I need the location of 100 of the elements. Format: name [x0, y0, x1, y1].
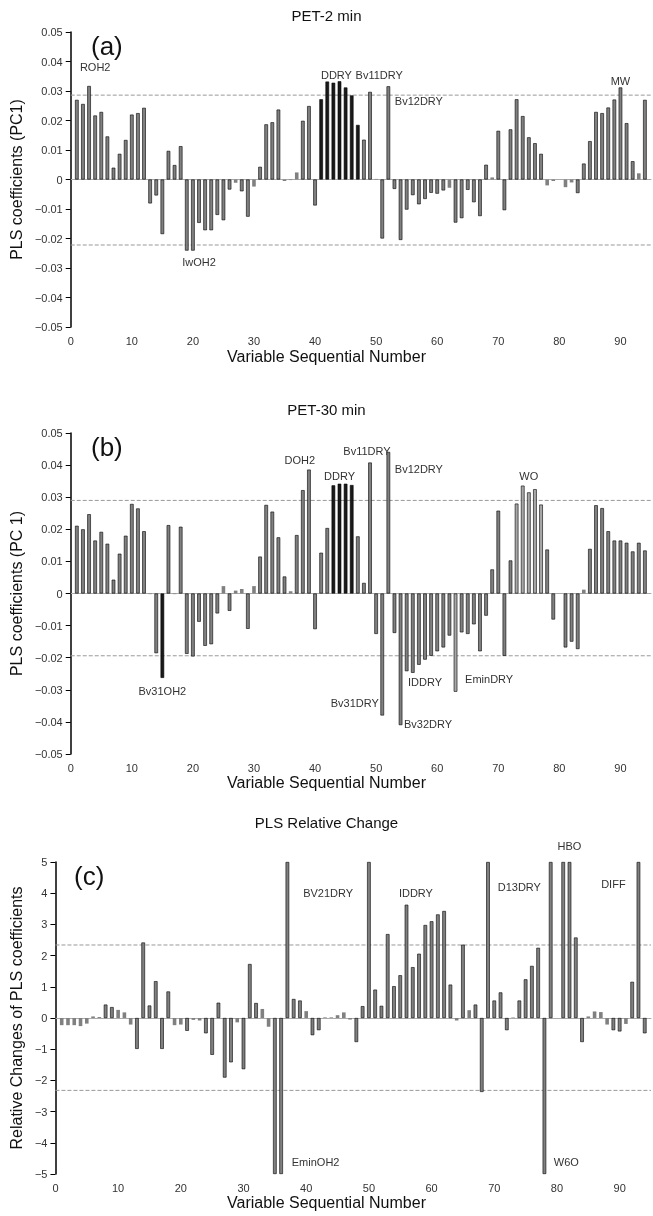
bar — [429, 593, 433, 656]
bar — [291, 998, 296, 1018]
bar — [93, 115, 97, 180]
bar — [215, 179, 220, 215]
annotation: WO — [519, 469, 539, 482]
bar — [166, 991, 171, 1018]
bar — [630, 551, 635, 594]
bar — [122, 1012, 127, 1018]
bar — [636, 173, 641, 180]
bar — [233, 590, 238, 594]
annotation: Bv12DRY — [394, 462, 444, 475]
x-tick-label: 10 — [125, 334, 138, 347]
bar — [254, 1003, 258, 1018]
bar — [227, 593, 232, 611]
bar — [239, 179, 244, 192]
annotation: IDDRY — [398, 887, 434, 900]
annotation: DDRY — [320, 68, 353, 81]
bar — [135, 1018, 139, 1049]
x-tick-label: 90 — [614, 334, 627, 347]
bar — [349, 485, 354, 594]
bar — [99, 531, 104, 594]
bar — [142, 531, 146, 594]
x-tick-label: 70 — [492, 334, 505, 347]
bar — [123, 139, 128, 180]
annotation: (c) — [74, 861, 105, 891]
bar — [216, 1002, 221, 1018]
bar — [316, 1018, 321, 1031]
bar — [148, 179, 152, 204]
x-tick-label: 90 — [614, 761, 627, 774]
bar — [367, 862, 371, 1018]
bar — [379, 1005, 384, 1018]
x-tick-label: 50 — [370, 761, 383, 774]
bar — [630, 981, 634, 1018]
annotation: (b) — [91, 432, 123, 462]
y-tick-label: 2 — [41, 949, 48, 962]
bar — [600, 508, 604, 594]
chart-title: PET-30 min — [287, 401, 366, 418]
y-tick-label: −0.04 — [34, 291, 63, 304]
bar — [484, 164, 488, 180]
bar — [191, 593, 195, 657]
bar — [410, 179, 415, 196]
bar — [354, 1018, 359, 1043]
x-axis-title: Variable Sequential Number — [227, 1193, 427, 1211]
chart-title: PET-2 min — [291, 7, 362, 24]
bar — [310, 1018, 315, 1036]
bar — [484, 593, 488, 616]
bar — [178, 526, 183, 594]
bar — [467, 1010, 471, 1018]
annotation: ROH2 — [79, 61, 111, 74]
annotation: IDDRY — [407, 675, 443, 688]
bar — [582, 163, 586, 180]
annotation: Bv11DRY — [355, 68, 404, 81]
annotation: W6O — [553, 1155, 580, 1168]
y-tick-label: 0.03 — [41, 85, 63, 97]
x-tick-label: 60 — [431, 761, 444, 774]
bar — [417, 953, 421, 1018]
bar — [301, 120, 305, 180]
y-tick-label: −0.02 — [34, 232, 63, 245]
y-tick-label: −0.01 — [34, 619, 63, 632]
y-tick-label: −5 — [34, 1168, 48, 1180]
bar — [536, 947, 540, 1018]
bar — [342, 1012, 346, 1018]
bar — [184, 593, 189, 654]
x-tick-label: 40 — [300, 1181, 313, 1194]
y-tick-label: 0.01 — [41, 555, 63, 568]
bar — [285, 862, 290, 1018]
x-tick-label: 40 — [308, 761, 322, 774]
x-tick-label: 30 — [237, 1181, 250, 1194]
bar — [136, 508, 140, 594]
bar — [496, 130, 501, 180]
bar — [404, 179, 409, 210]
bar — [136, 113, 140, 180]
bar — [478, 593, 482, 652]
bar — [197, 593, 201, 622]
x-tick-label: 50 — [362, 1181, 376, 1194]
y-tick-label: 0.04 — [41, 55, 63, 68]
y-tick-label: 0.02 — [41, 114, 63, 127]
bar — [93, 540, 97, 594]
bar — [545, 549, 549, 594]
y-tick-label: −0.03 — [34, 262, 63, 274]
bar — [530, 965, 534, 1018]
bar — [279, 1018, 283, 1174]
bar — [294, 172, 299, 180]
bar — [448, 984, 453, 1018]
bar — [288, 591, 293, 594]
bar — [611, 1018, 616, 1031]
bar — [239, 589, 244, 594]
y-tick-label: 5 — [41, 856, 48, 868]
bar — [624, 1018, 628, 1024]
annotation: D13DRY — [497, 880, 542, 893]
bar — [197, 179, 201, 223]
bar — [630, 161, 635, 180]
bar — [75, 99, 79, 180]
bar — [203, 593, 207, 646]
y-tick-label: −4 — [34, 1136, 48, 1149]
annotation: IwOH2 — [182, 256, 216, 269]
bar — [398, 975, 403, 1018]
bar — [527, 137, 531, 180]
x-tick-label: 80 — [553, 761, 566, 774]
bar — [66, 1018, 70, 1026]
